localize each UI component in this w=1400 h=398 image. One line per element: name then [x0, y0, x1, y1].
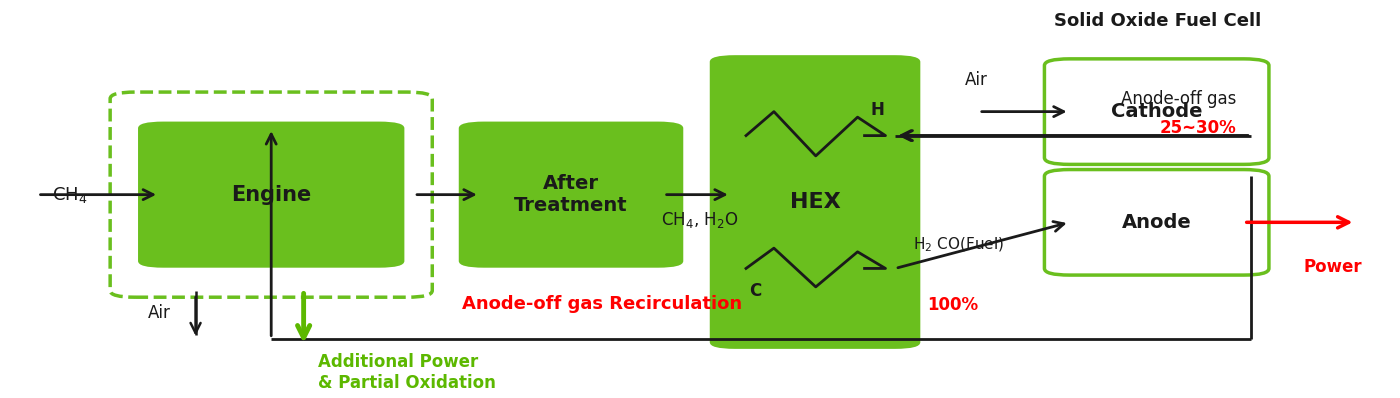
- FancyBboxPatch shape: [1044, 59, 1268, 164]
- Text: 25~30%: 25~30%: [1161, 119, 1236, 137]
- Text: Air: Air: [147, 304, 171, 322]
- Text: Anode: Anode: [1121, 213, 1191, 232]
- Text: CH$_4$, H$_2$O: CH$_4$, H$_2$O: [661, 211, 739, 230]
- Text: Engine: Engine: [231, 185, 311, 205]
- FancyBboxPatch shape: [459, 121, 683, 268]
- FancyBboxPatch shape: [1044, 170, 1268, 275]
- Text: Anode-off gas Recirculation: Anode-off gas Recirculation: [462, 295, 742, 313]
- Text: CH$_4$: CH$_4$: [52, 185, 87, 205]
- Text: Solid Oxide Fuel Cell: Solid Oxide Fuel Cell: [1054, 12, 1261, 30]
- Text: After
Treatment: After Treatment: [514, 174, 627, 215]
- Text: Anode-off gas: Anode-off gas: [1121, 90, 1236, 108]
- Text: C: C: [749, 281, 762, 300]
- Text: Additional Power
& Partial Oxidation: Additional Power & Partial Oxidation: [318, 353, 496, 392]
- Text: Air: Air: [965, 72, 987, 90]
- Text: HEX: HEX: [790, 192, 840, 212]
- Text: H: H: [871, 101, 883, 119]
- Text: H$_2$ CO(Fuel): H$_2$ CO(Fuel): [913, 235, 1004, 254]
- Text: Power: Power: [1303, 258, 1362, 275]
- Text: 100%: 100%: [927, 297, 979, 314]
- Text: Cathode: Cathode: [1112, 102, 1203, 121]
- FancyBboxPatch shape: [139, 121, 405, 268]
- FancyBboxPatch shape: [710, 55, 920, 349]
